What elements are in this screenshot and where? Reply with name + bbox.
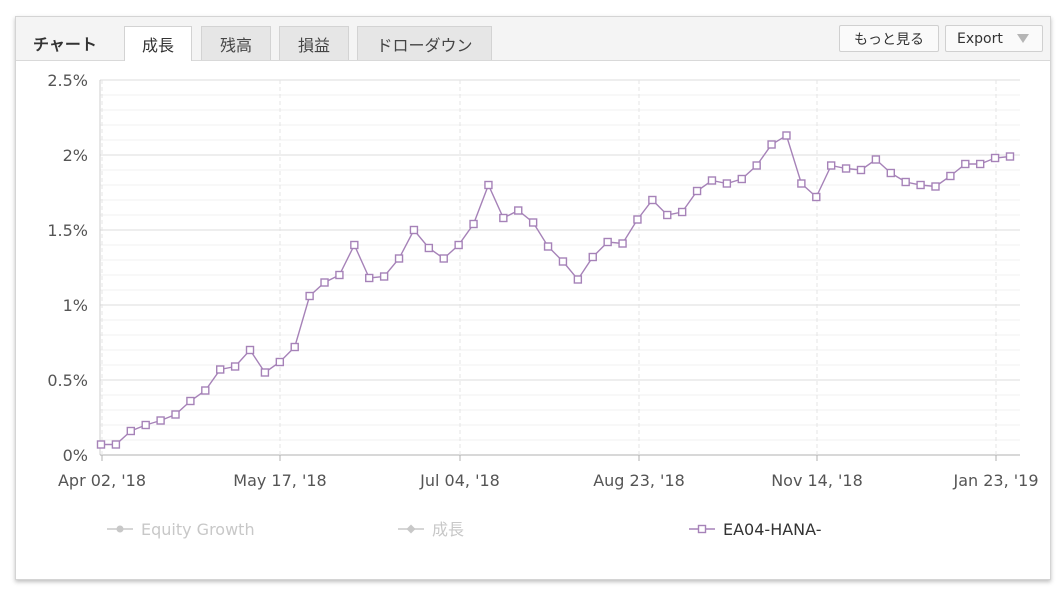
chart-header: チャート 成長 残高 損益 ドローダウン もっと見る Export [16, 17, 1050, 61]
data-point [677, 207, 687, 217]
data-point [752, 161, 761, 170]
y-tick-label: 1% [63, 296, 88, 315]
series-ea04-hana [96, 131, 1015, 449]
data-point [156, 416, 165, 425]
y-tick-label: 2.5% [47, 71, 88, 90]
data-point [931, 182, 940, 191]
data-point [320, 278, 329, 287]
data-point [558, 257, 568, 266]
x-tick-label: May 17, '18 [233, 471, 326, 490]
legend-label[interactable]: 成長 [432, 520, 464, 539]
data-point [201, 386, 210, 395]
data-point [603, 237, 612, 247]
data-point [439, 254, 448, 263]
header-title: チャート [33, 35, 97, 54]
x-tick-label: Nov 14, '18 [771, 471, 863, 490]
data-point [484, 180, 493, 190]
legend-label[interactable]: Equity Growth [141, 520, 255, 539]
data-point [648, 195, 657, 205]
data-point [528, 218, 538, 227]
data-point [618, 239, 627, 248]
x-tick-label: Jul 04, '18 [419, 471, 500, 490]
data-point [841, 164, 851, 173]
data-point [961, 159, 970, 169]
data-point [96, 440, 106, 449]
data-point [409, 225, 419, 235]
data-point [290, 342, 299, 352]
more-button[interactable]: もっと見る [839, 25, 939, 52]
data-point [230, 362, 240, 371]
data-point [350, 240, 359, 250]
data-point [573, 275, 583, 284]
y-tick-label: 1.5% [47, 221, 88, 240]
data-point [141, 420, 150, 430]
data-point [692, 186, 702, 196]
tab-balance[interactable]: 残高 [201, 26, 271, 60]
data-point [469, 219, 478, 229]
legend-marker-circle [116, 525, 124, 533]
data-point [126, 426, 136, 436]
data-point [424, 243, 434, 253]
data-point [826, 161, 836, 170]
data-point [812, 192, 821, 202]
data-point [588, 252, 597, 262]
chart-legend: Equity Growth 成長 EA04-HANA- [107, 520, 822, 539]
x-tick-label: Apr 02, '18 [58, 471, 146, 490]
chart-grid [99, 79, 1020, 461]
legend-marker-square [697, 524, 707, 534]
data-point [782, 131, 791, 140]
export-label: Export [957, 30, 1003, 47]
y-tick-label: 2% [63, 146, 88, 165]
data-point [797, 179, 806, 188]
data-point [305, 291, 314, 301]
legend-label[interactable]: EA04-HANA- [723, 520, 822, 539]
y-axis-ticks: 0% 0.5% 1% 1.5% 2% 2.5% [47, 71, 88, 465]
data-point [394, 254, 404, 263]
data-point [767, 140, 776, 149]
data-point [111, 440, 121, 449]
data-point [737, 174, 746, 184]
tab-drawdown[interactable]: ドローダウン [357, 26, 492, 60]
data-point [975, 159, 985, 169]
data-point [275, 357, 285, 367]
data-point [335, 270, 344, 280]
tab-growth[interactable]: 成長 [124, 26, 192, 61]
tab-profit[interactable]: 損益 [279, 26, 349, 60]
y-tick-label: 0.5% [47, 371, 88, 390]
data-point [171, 410, 180, 419]
data-point [871, 155, 881, 164]
data-point [499, 213, 508, 223]
data-point [186, 396, 195, 406]
data-point [245, 345, 255, 355]
data-point [663, 210, 672, 220]
legend-marker-diamond [406, 524, 416, 534]
x-tick-label: Jan 23, '19 [952, 471, 1038, 490]
data-point [543, 242, 553, 251]
data-point [454, 240, 463, 250]
export-button[interactable]: Export [945, 25, 1043, 52]
x-tick-label: Aug 23, '18 [593, 471, 685, 490]
data-point [379, 272, 389, 281]
data-point [856, 165, 866, 175]
data-point [886, 168, 895, 178]
data-point [260, 368, 270, 377]
data-point [633, 215, 642, 224]
data-point [722, 179, 732, 188]
data-point [901, 177, 910, 187]
data-point [1005, 152, 1015, 161]
data-point [216, 365, 225, 374]
data-point [916, 180, 925, 190]
x-axis-ticks: Apr 02, '18 May 17, '18 Jul 04, '18 Aug 23,… [58, 471, 1039, 490]
caret-down-icon [1016, 34, 1029, 43]
data-point [990, 153, 1000, 163]
y-tick-label: 0% [63, 446, 88, 465]
data-point [707, 176, 717, 185]
data-point [946, 171, 955, 181]
data-point [514, 206, 523, 215]
data-point [365, 273, 374, 283]
